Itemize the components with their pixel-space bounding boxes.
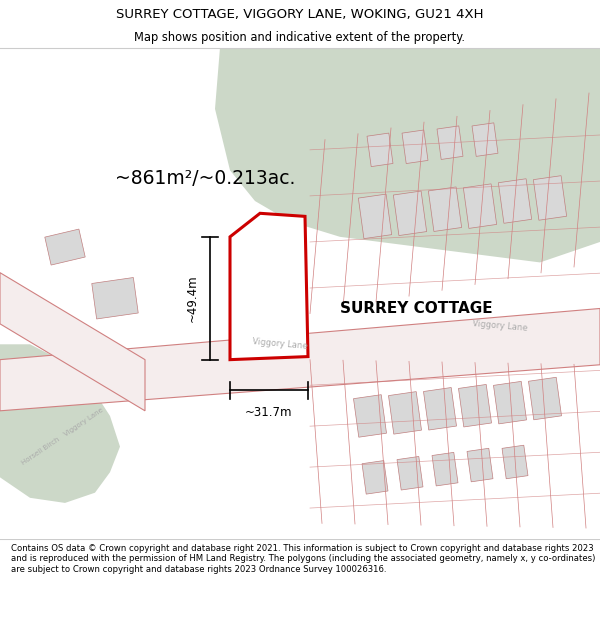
Bar xyxy=(428,187,461,231)
Polygon shape xyxy=(230,213,308,359)
Text: Map shows position and indicative extent of the property.: Map shows position and indicative extent… xyxy=(134,31,466,44)
Bar xyxy=(432,452,458,486)
Bar xyxy=(533,176,566,220)
Bar xyxy=(367,133,393,167)
Polygon shape xyxy=(0,272,145,411)
Text: ~49.4m: ~49.4m xyxy=(185,274,199,322)
Polygon shape xyxy=(215,48,600,262)
Text: SURREY COTTAGE, VIGGORY LANE, WOKING, GU21 4XH: SURREY COTTAGE, VIGGORY LANE, WOKING, GU… xyxy=(116,8,484,21)
Bar xyxy=(45,229,85,265)
Bar xyxy=(493,381,527,424)
Bar xyxy=(467,448,493,482)
Bar xyxy=(402,130,428,164)
Text: Viggory Lane: Viggory Lane xyxy=(252,338,308,351)
Bar xyxy=(397,456,423,490)
Bar xyxy=(394,191,427,236)
Bar xyxy=(92,278,138,319)
Text: Horsell Birch   Viggory Lane: Horsell Birch Viggory Lane xyxy=(20,407,104,466)
Text: SURREY COTTAGE: SURREY COTTAGE xyxy=(340,301,493,316)
Text: Viggory Lane: Viggory Lane xyxy=(472,319,528,332)
Text: Contains OS data © Crown copyright and database right 2021. This information is : Contains OS data © Crown copyright and d… xyxy=(11,544,595,574)
Text: ~861m²/~0.213ac.: ~861m²/~0.213ac. xyxy=(115,169,295,188)
Bar xyxy=(388,392,422,434)
Polygon shape xyxy=(0,309,600,411)
Bar xyxy=(529,378,562,420)
Bar xyxy=(437,126,463,159)
Bar xyxy=(362,461,388,494)
Bar xyxy=(353,394,386,438)
Polygon shape xyxy=(0,344,120,503)
Bar xyxy=(499,179,532,223)
Bar xyxy=(358,194,392,239)
Bar xyxy=(502,445,528,479)
Bar xyxy=(463,184,497,228)
Bar xyxy=(458,384,491,427)
Text: ~31.7m: ~31.7m xyxy=(245,406,293,419)
Bar xyxy=(424,388,457,430)
Bar xyxy=(472,123,498,156)
